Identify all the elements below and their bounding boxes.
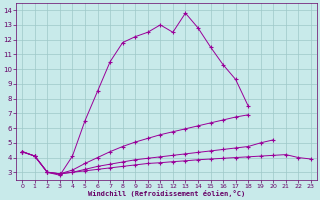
X-axis label: Windchill (Refroidissement éolien,°C): Windchill (Refroidissement éolien,°C) (88, 190, 245, 197)
